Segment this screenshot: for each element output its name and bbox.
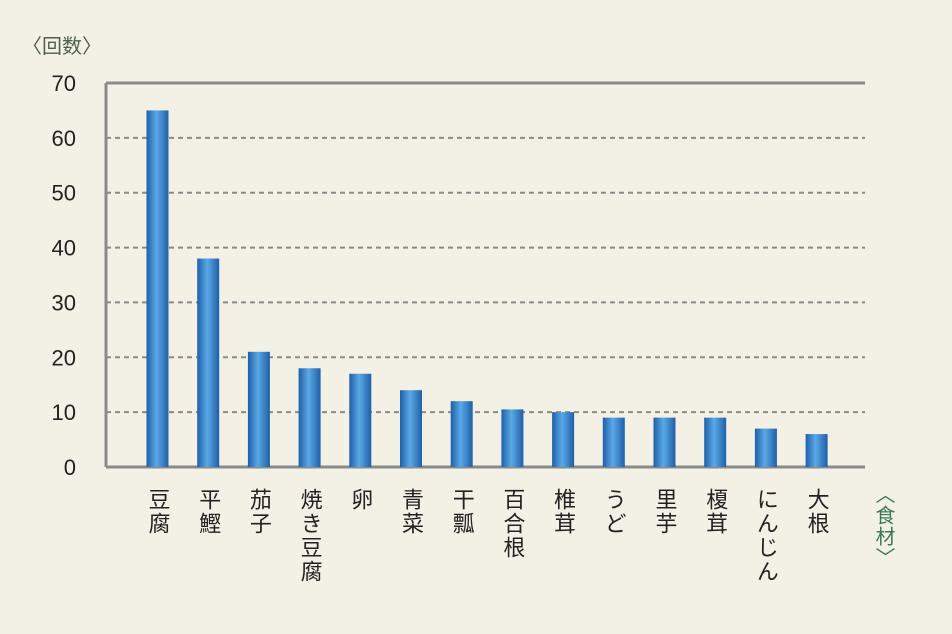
x-category-label: 平鰹: [195, 488, 221, 536]
bar: [653, 417, 676, 467]
gridlines: [106, 136, 865, 414]
axes: [104, 81, 865, 469]
x-category-label: 大根: [803, 488, 829, 536]
y-tick-label: 30: [52, 290, 76, 315]
bar: [602, 417, 625, 467]
y-tick-label: 10: [52, 400, 76, 425]
y-tick-label: 0: [64, 455, 76, 480]
x-category-label: 焼き豆腐: [296, 488, 322, 584]
bar: [450, 401, 473, 467]
bar: [501, 409, 524, 467]
y-tick-labels: 0 10 20 30 40 50 60 70: [52, 71, 76, 480]
x-category-label: 卵: [347, 488, 373, 512]
bar: [754, 428, 777, 467]
x-category-label: うど: [600, 488, 626, 536]
y-tick-label: 70: [52, 71, 76, 96]
x-category-label: 干瓢: [448, 488, 474, 536]
bar: [552, 412, 575, 467]
x-category-label: 青菜: [398, 488, 423, 536]
y-tick-label: 60: [52, 126, 76, 151]
bar: [298, 368, 321, 467]
y-tick-label: 20: [52, 345, 76, 370]
x-category-label: にんじん: [752, 488, 778, 584]
x-category-label: 茄子: [245, 488, 271, 536]
y-tick-label: 40: [52, 236, 76, 261]
bar: [704, 417, 727, 467]
y-tick-label: 50: [52, 181, 76, 206]
bar: [247, 351, 270, 467]
bar: [805, 434, 828, 467]
x-category-label: 里芋: [651, 488, 677, 536]
bar: [400, 390, 422, 467]
x-category-label: 榎茸: [702, 488, 728, 536]
bar: [146, 110, 169, 467]
x-axis-title: 〈食材〉: [872, 484, 896, 568]
y-axis-title: 〈回数〉: [22, 34, 102, 58]
x-category-label: 豆腐: [144, 488, 170, 536]
x-category-label: 百合根: [499, 488, 525, 560]
bar: [349, 373, 372, 467]
x-category-label: 椎茸: [550, 488, 576, 536]
bars: [146, 110, 828, 467]
bar: [197, 258, 220, 467]
